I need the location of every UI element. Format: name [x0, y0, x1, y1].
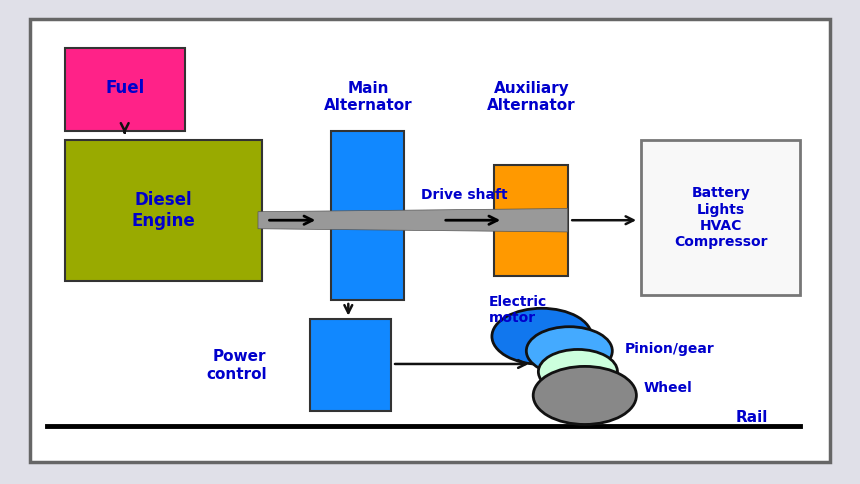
FancyBboxPatch shape — [310, 319, 391, 411]
Text: Battery
Lights
HVAC
Compressor: Battery Lights HVAC Compressor — [674, 186, 767, 249]
Text: Main
Alternator: Main Alternator — [323, 81, 413, 113]
Polygon shape — [258, 209, 568, 232]
Text: Diesel
Engine: Diesel Engine — [132, 191, 195, 230]
FancyBboxPatch shape — [30, 19, 830, 462]
Text: Fuel: Fuel — [105, 79, 144, 97]
FancyBboxPatch shape — [64, 140, 262, 281]
Circle shape — [533, 366, 636, 424]
Text: Rail: Rail — [735, 410, 768, 424]
FancyBboxPatch shape — [331, 131, 404, 300]
Text: Drive shaft: Drive shaft — [421, 188, 508, 201]
Circle shape — [492, 308, 592, 364]
Text: Electric
motor: Electric motor — [488, 295, 547, 325]
FancyBboxPatch shape — [641, 140, 800, 295]
Text: Power
control: Power control — [206, 349, 267, 381]
FancyBboxPatch shape — [64, 48, 185, 131]
Circle shape — [538, 349, 617, 394]
FancyBboxPatch shape — [494, 165, 568, 276]
Text: Pinion/gear: Pinion/gear — [624, 343, 714, 356]
Circle shape — [526, 327, 612, 375]
Text: Wheel: Wheel — [643, 381, 692, 395]
Text: Auxiliary
Alternator: Auxiliary Alternator — [487, 81, 576, 113]
